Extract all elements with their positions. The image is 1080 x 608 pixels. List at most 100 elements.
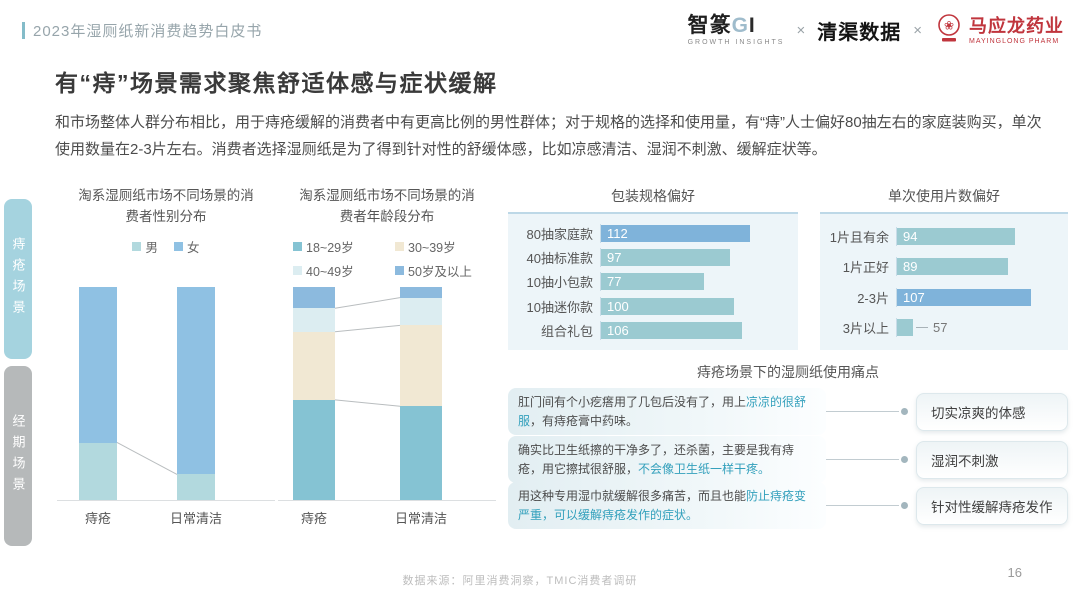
chart-sheets-per-use-preference: 单次使用片数偏好 1片且有余 94 1片正好 89 2-3片 107 3片以上 57 bbox=[820, 186, 1068, 350]
bar-segment bbox=[400, 287, 442, 298]
pain-point-row: 确实比卫生纸擦的干净多了，还杀菌，主要是我有痔疮，用它擦拭很舒服，不会像卫生纸一… bbox=[508, 436, 1068, 484]
hbar-bar: 107 bbox=[897, 288, 1031, 306]
quote-text: 确实比卫生纸擦的干净多了，还杀菌，主要是我有痔疮，用它擦拭很舒服，不会像卫生纸一… bbox=[518, 441, 816, 478]
bar-segment bbox=[400, 406, 442, 500]
chart-age-distribution: 淘系湿厕纸市场不同场景的消费者年龄段分布 18~29岁 30~39岁 40~49岁 5… bbox=[278, 186, 496, 531]
bar-segment bbox=[293, 331, 335, 400]
zhizhuan-logo: 智篆GI GROWTH INSIGHTS bbox=[688, 15, 785, 46]
hbar-row: 2-3片 107 bbox=[824, 287, 1062, 307]
stacked-bar bbox=[400, 287, 442, 500]
connector-line bbox=[826, 411, 899, 413]
legend-swatch bbox=[132, 242, 142, 251]
hbar-bar bbox=[897, 319, 913, 337]
hbar-track: 77 bbox=[600, 272, 792, 292]
consumer-quote: 确实比卫生纸擦的干净多了，还杀菌，主要是我有痔疮，用它擦拭很舒服，不会像卫生纸一… bbox=[508, 436, 826, 484]
bar-segment bbox=[177, 474, 215, 500]
chart-plot-area bbox=[57, 287, 275, 501]
bar-segment bbox=[293, 308, 335, 332]
benefit-tag: 针对性缓解痔疮发作 bbox=[916, 486, 1068, 525]
connector-dot-icon bbox=[901, 408, 908, 416]
connector bbox=[826, 502, 916, 510]
bar-segment bbox=[293, 287, 335, 309]
hbar-label: 80抽家庭款 bbox=[526, 226, 593, 242]
legend-swatch bbox=[395, 266, 404, 275]
bar-segment bbox=[293, 399, 335, 500]
chart-panel: 1片且有余 94 1片正好 89 2-3片 107 3片以上 57 bbox=[820, 212, 1068, 350]
quote-text: 用这种专用湿巾就缓解很多痛苦，而且也能防止痔疮变严重，可以缓解痔疮发作的症状。 bbox=[518, 487, 816, 524]
hbar-track: 107 bbox=[896, 287, 1062, 307]
chart-rows: 1片且有余 94 1片正好 89 2-3片 107 3片以上 57 bbox=[824, 221, 1062, 343]
hbar-bar: 89 bbox=[897, 258, 1008, 276]
quote-pre: 用这种专用湿巾就缓解很多痛苦，而且也能 bbox=[518, 489, 747, 503]
mayinglong-subtitle: MAYINGLONG PHARM bbox=[969, 37, 1060, 45]
legend-label: 30~39岁 bbox=[408, 241, 456, 255]
chart-panel: 80抽家庭款 112 40抽标准款 97 10抽小包款 77 10抽迷你款 100 组合礼包 10… bbox=[508, 212, 798, 350]
stacked-bar bbox=[293, 287, 335, 500]
hbar-label: 1片正好 bbox=[842, 260, 889, 276]
hbar-row: 1片且有余 94 bbox=[824, 226, 1062, 246]
hbar-bar: 77 bbox=[601, 273, 704, 291]
stacked-bar bbox=[79, 287, 117, 500]
hbar-track: 94 bbox=[896, 226, 1062, 246]
pain-point-row: 肛门间有个小疙瘩用了几包后没有了，用上凉凉的很舒服，有痔疮膏中药味。 切实凉爽的… bbox=[508, 388, 1068, 436]
bar-value: 100 bbox=[607, 298, 629, 314]
legend-swatch bbox=[293, 266, 302, 275]
bar-value: 106 bbox=[607, 323, 629, 339]
bar-value: 112 bbox=[607, 225, 628, 241]
bar-value: 107 bbox=[903, 289, 925, 305]
hbar-label: 10抽小包款 bbox=[526, 275, 593, 291]
connector-dot-icon bbox=[901, 502, 908, 510]
hbar-bar: 100 bbox=[601, 297, 734, 315]
brand-logos: 智篆GI GROWTH INSIGHTS × 清渠数据 × ❀ 马应龙药业 MA… bbox=[688, 12, 1064, 49]
hbar-row: 80抽家庭款 112 bbox=[512, 223, 792, 243]
qingqu-logo: 清渠数据 bbox=[817, 22, 902, 44]
category-label: 日常清洁 bbox=[169, 511, 222, 526]
hbar-row: 3片以上 57 bbox=[824, 318, 1062, 338]
bar-value: 97 bbox=[607, 250, 622, 266]
legend-item: 男 bbox=[132, 237, 158, 256]
data-source-note: 数据来源：阿里消费洞察，TMIC消费者调研 bbox=[402, 575, 638, 587]
hbar-bar: 112 bbox=[601, 224, 750, 242]
hbar-row: 40抽标准款 97 bbox=[512, 248, 792, 268]
bar-value: 57 bbox=[933, 320, 948, 336]
legend-label: 18~29岁 bbox=[306, 241, 354, 255]
leader-dash-icon bbox=[916, 327, 928, 329]
connector bbox=[826, 456, 916, 464]
chart-plot-area bbox=[278, 287, 496, 501]
doc-title: 2023年湿厕纸新消费趋势白皮书 bbox=[33, 23, 263, 40]
page-number: 16 bbox=[1007, 565, 1022, 580]
hbar-row: 组合礼包 106 bbox=[512, 321, 792, 341]
bar-value: 94 bbox=[903, 228, 918, 244]
legend-item: 30~39岁 bbox=[395, 237, 481, 256]
benefit-tag: 湿润不刺激 bbox=[916, 440, 1068, 479]
stacked-bar bbox=[177, 287, 215, 500]
hbar-track: 89 bbox=[896, 257, 1062, 277]
sidebar-tab-period-scene[interactable]: 经期场景 bbox=[4, 366, 32, 546]
sidebar-tab-hemorrhoid-scene[interactable]: 痔疮场景 bbox=[4, 199, 32, 359]
mayinglong-logo: ❀ 马应龙药业 MAYINGLONG PHARM bbox=[934, 12, 1064, 49]
hbar-track: 106 bbox=[600, 321, 792, 341]
legend-label: 男 bbox=[145, 241, 158, 255]
logo-separator-x: × bbox=[796, 22, 806, 39]
connector-line bbox=[826, 459, 899, 461]
page-title: 有“痔”场景需求聚焦舒适体感与症状缓解 bbox=[55, 70, 498, 96]
hbar-label: 2-3片 bbox=[857, 290, 889, 306]
hbar-label: 3片以上 bbox=[842, 321, 889, 337]
legend-label: 女 bbox=[187, 241, 200, 255]
connector-dot-icon bbox=[901, 456, 908, 464]
category-label: 日常清洁 bbox=[394, 511, 447, 526]
legend-swatch bbox=[293, 242, 302, 251]
chart-legend: 18~29岁 30~39岁 40~49岁 50岁及以上 bbox=[278, 237, 496, 280]
quote-text: 肛门间有个小疙瘩用了几包后没有了，用上凉凉的很舒服，有痔疮膏中药味。 bbox=[518, 393, 816, 430]
logo-separator-x: × bbox=[913, 22, 922, 39]
connector bbox=[826, 408, 916, 416]
hbar-label: 40抽标准款 bbox=[526, 251, 593, 267]
quote-highlight: 防止痔疮变严重，可以缓解痔疮发作的症状。 bbox=[518, 489, 807, 522]
legend-item: 40~49岁 bbox=[293, 261, 379, 280]
pain-points-title: 痔疮场景下的湿厕纸使用痛点 bbox=[697, 364, 879, 380]
bar-value: 77 bbox=[607, 274, 622, 290]
zhizhuan-logo-text: 智篆GI bbox=[688, 15, 785, 36]
legend-item: 50岁及以上 bbox=[395, 261, 481, 280]
hbar-row: 1片正好 89 bbox=[824, 257, 1062, 277]
